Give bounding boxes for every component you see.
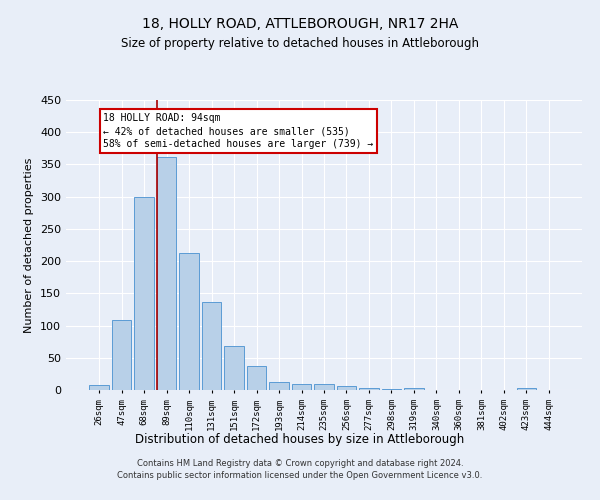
Bar xyxy=(179,254,199,390)
Bar xyxy=(314,384,334,390)
Bar xyxy=(247,366,266,390)
Bar xyxy=(404,388,424,390)
Bar xyxy=(112,320,131,390)
Bar xyxy=(134,196,154,390)
Y-axis label: Number of detached properties: Number of detached properties xyxy=(25,158,34,332)
Text: Distribution of detached houses by size in Attleborough: Distribution of detached houses by size … xyxy=(136,432,464,446)
Bar xyxy=(202,302,221,390)
Bar xyxy=(89,385,109,390)
Bar xyxy=(224,346,244,390)
Bar xyxy=(157,156,176,390)
Text: Size of property relative to detached houses in Attleborough: Size of property relative to detached ho… xyxy=(121,38,479,51)
Text: 18 HOLLY ROAD: 94sqm
← 42% of detached houses are smaller (535)
58% of semi-deta: 18 HOLLY ROAD: 94sqm ← 42% of detached h… xyxy=(103,113,373,150)
Bar xyxy=(292,384,311,390)
Text: 18, HOLLY ROAD, ATTLEBOROUGH, NR17 2HA: 18, HOLLY ROAD, ATTLEBOROUGH, NR17 2HA xyxy=(142,18,458,32)
Bar xyxy=(269,382,289,390)
Bar xyxy=(359,388,379,390)
Bar xyxy=(517,388,536,390)
Bar xyxy=(337,386,356,390)
Text: Contains HM Land Registry data © Crown copyright and database right 2024.
Contai: Contains HM Land Registry data © Crown c… xyxy=(118,458,482,480)
